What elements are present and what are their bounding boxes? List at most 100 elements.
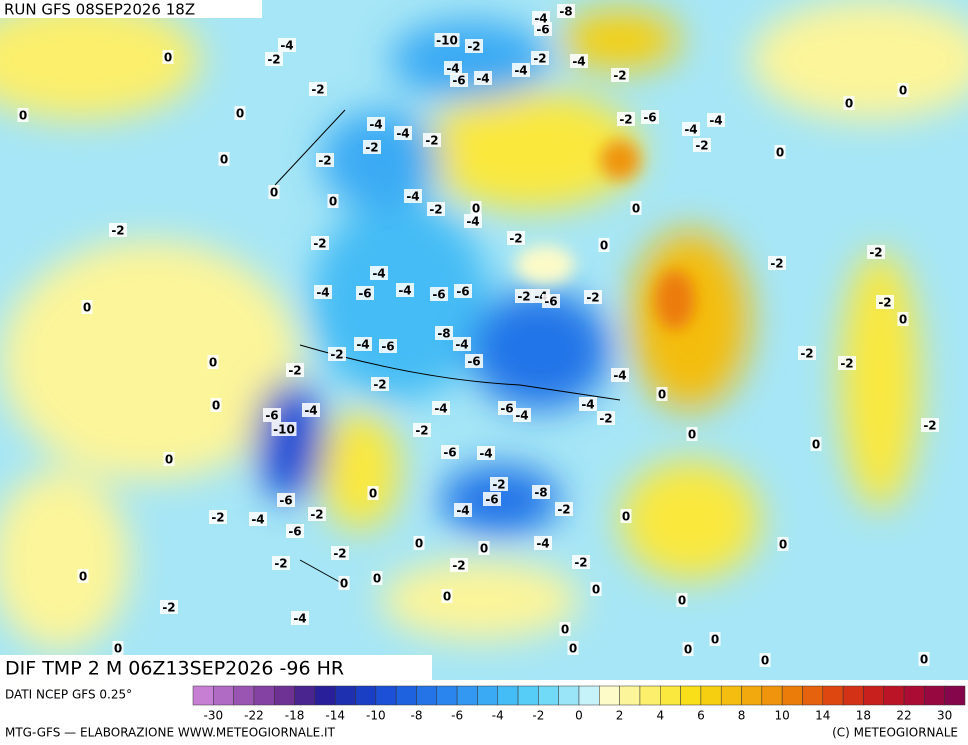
- contour-label: -2: [533, 52, 546, 66]
- contour-label-box: [867, 245, 885, 259]
- contour-label-box: [454, 503, 472, 517]
- contour-label: -4: [251, 513, 264, 527]
- colorbar-swatch: [416, 685, 438, 706]
- contour-label-box: [682, 642, 694, 656]
- contour-label: -4: [372, 267, 385, 281]
- contour-label-box: [597, 411, 615, 425]
- colorbar-swatch: [578, 685, 600, 706]
- contour-label-box: [17, 108, 29, 122]
- contour-label: 0: [212, 399, 220, 413]
- contour-label-box: [843, 96, 855, 110]
- contour-label-box: [328, 347, 346, 361]
- contour-label: -2: [365, 141, 378, 155]
- contour-label: -4: [534, 12, 547, 26]
- contour-label: 0: [622, 510, 630, 524]
- contour-label-box: [423, 133, 441, 147]
- colorbar-label: 18: [856, 709, 871, 723]
- colorbar-swatch: [700, 685, 722, 706]
- contour-label: 0: [79, 570, 87, 584]
- contour-label-box: [441, 589, 453, 603]
- contour-label: 0: [340, 577, 348, 591]
- contour-label-box: [454, 284, 472, 298]
- colorbar-label: -30: [204, 709, 224, 723]
- colorbar-swatch: [477, 685, 498, 706]
- title-box: [0, 655, 432, 681]
- colorbar-swatch: [456, 685, 478, 706]
- colorbar-swatch: [599, 685, 620, 706]
- contour-label-box: [371, 377, 389, 391]
- contour-label: -4: [446, 62, 459, 76]
- contour-label-box: [774, 145, 786, 159]
- colorbar: -30 -22 -18 -14 -10 -8 -6 -4 -2 0 2 4 6 8 10 14 18 22 30: [192, 685, 966, 723]
- contour-label: -6: [643, 111, 656, 125]
- contour-label: -8: [559, 5, 572, 19]
- colorbar-swatch: [497, 685, 519, 706]
- contour-label-box: [367, 486, 379, 500]
- contour-label: -4: [316, 286, 329, 300]
- contour-label-box: [396, 283, 414, 297]
- contour-label-box: [309, 82, 327, 96]
- contour-label: 0: [711, 633, 719, 647]
- contour-label: 0: [164, 51, 172, 65]
- contour-label: -4: [293, 612, 306, 626]
- contour-label: -4: [572, 55, 585, 69]
- contour-label: -4: [581, 398, 594, 412]
- contour-label-box: [394, 126, 412, 140]
- contour-label-box: [513, 408, 531, 422]
- contour-label: -8: [437, 327, 450, 341]
- colorbar-swatch: [842, 685, 864, 706]
- contour-label: -4: [684, 123, 697, 137]
- contour-label-box: [474, 71, 492, 85]
- contour-label: -4: [515, 409, 528, 423]
- contour-label-box: [430, 287, 448, 301]
- colorbar-swatch: [558, 685, 580, 706]
- contour-label-box: [450, 73, 468, 87]
- contour-label-box: [314, 285, 332, 299]
- contour-label: -2: [429, 203, 442, 217]
- contour-label: -4: [536, 537, 549, 551]
- map-title: DIF TMP 2 M 06Z13SEP2026 -96 HR: [5, 658, 344, 680]
- contour-label: -2: [492, 478, 505, 492]
- contour-label-box: [427, 202, 445, 216]
- colorbar-swatch: [924, 685, 945, 706]
- contour-label: -2: [267, 53, 280, 67]
- footer-right: (C) METEOGIORNALE: [832, 726, 958, 740]
- contour-label-box: [370, 266, 388, 280]
- contour-label: 0: [209, 356, 217, 370]
- contour-label: -10: [436, 34, 458, 48]
- contour-label: 0: [270, 186, 278, 200]
- contour-label: -6: [381, 340, 394, 354]
- contour-label-box: [512, 63, 530, 77]
- colorbar-label: 4: [656, 709, 664, 723]
- contour-label-box: [798, 346, 816, 360]
- contour-label: 0: [812, 438, 820, 452]
- contour-label: -2: [574, 556, 587, 570]
- contour-label-box: [271, 422, 297, 436]
- contour-label: 0: [19, 109, 27, 123]
- contour-label-box: [876, 295, 894, 309]
- contour-label: -6: [288, 525, 301, 539]
- contour-label-box: [354, 337, 372, 351]
- contour-label-box: [77, 569, 89, 583]
- contour-label-box: [579, 397, 597, 411]
- contour-label-box: [278, 38, 296, 52]
- contour-label: -2: [517, 290, 530, 304]
- contour-label: -4: [455, 338, 468, 352]
- contour-label-box: [810, 437, 822, 451]
- contour-label-box: [209, 510, 227, 524]
- contour-label-box: [356, 286, 374, 300]
- contour-label-box: [450, 558, 468, 572]
- contour-label-box: [676, 593, 688, 607]
- contour-label-box: [112, 641, 124, 655]
- colorbar-label: 14: [815, 709, 830, 723]
- contour-label-box: [686, 427, 698, 441]
- contour-label: -2: [770, 257, 783, 271]
- contour-label-box: [590, 582, 602, 596]
- colorbar-label: 6: [697, 709, 705, 723]
- contour-label-box: [363, 140, 381, 154]
- contour-label-box: [572, 555, 590, 569]
- contour-label: 0: [369, 487, 377, 501]
- contour-label-box: [265, 52, 283, 66]
- contour-label-box: [210, 398, 222, 412]
